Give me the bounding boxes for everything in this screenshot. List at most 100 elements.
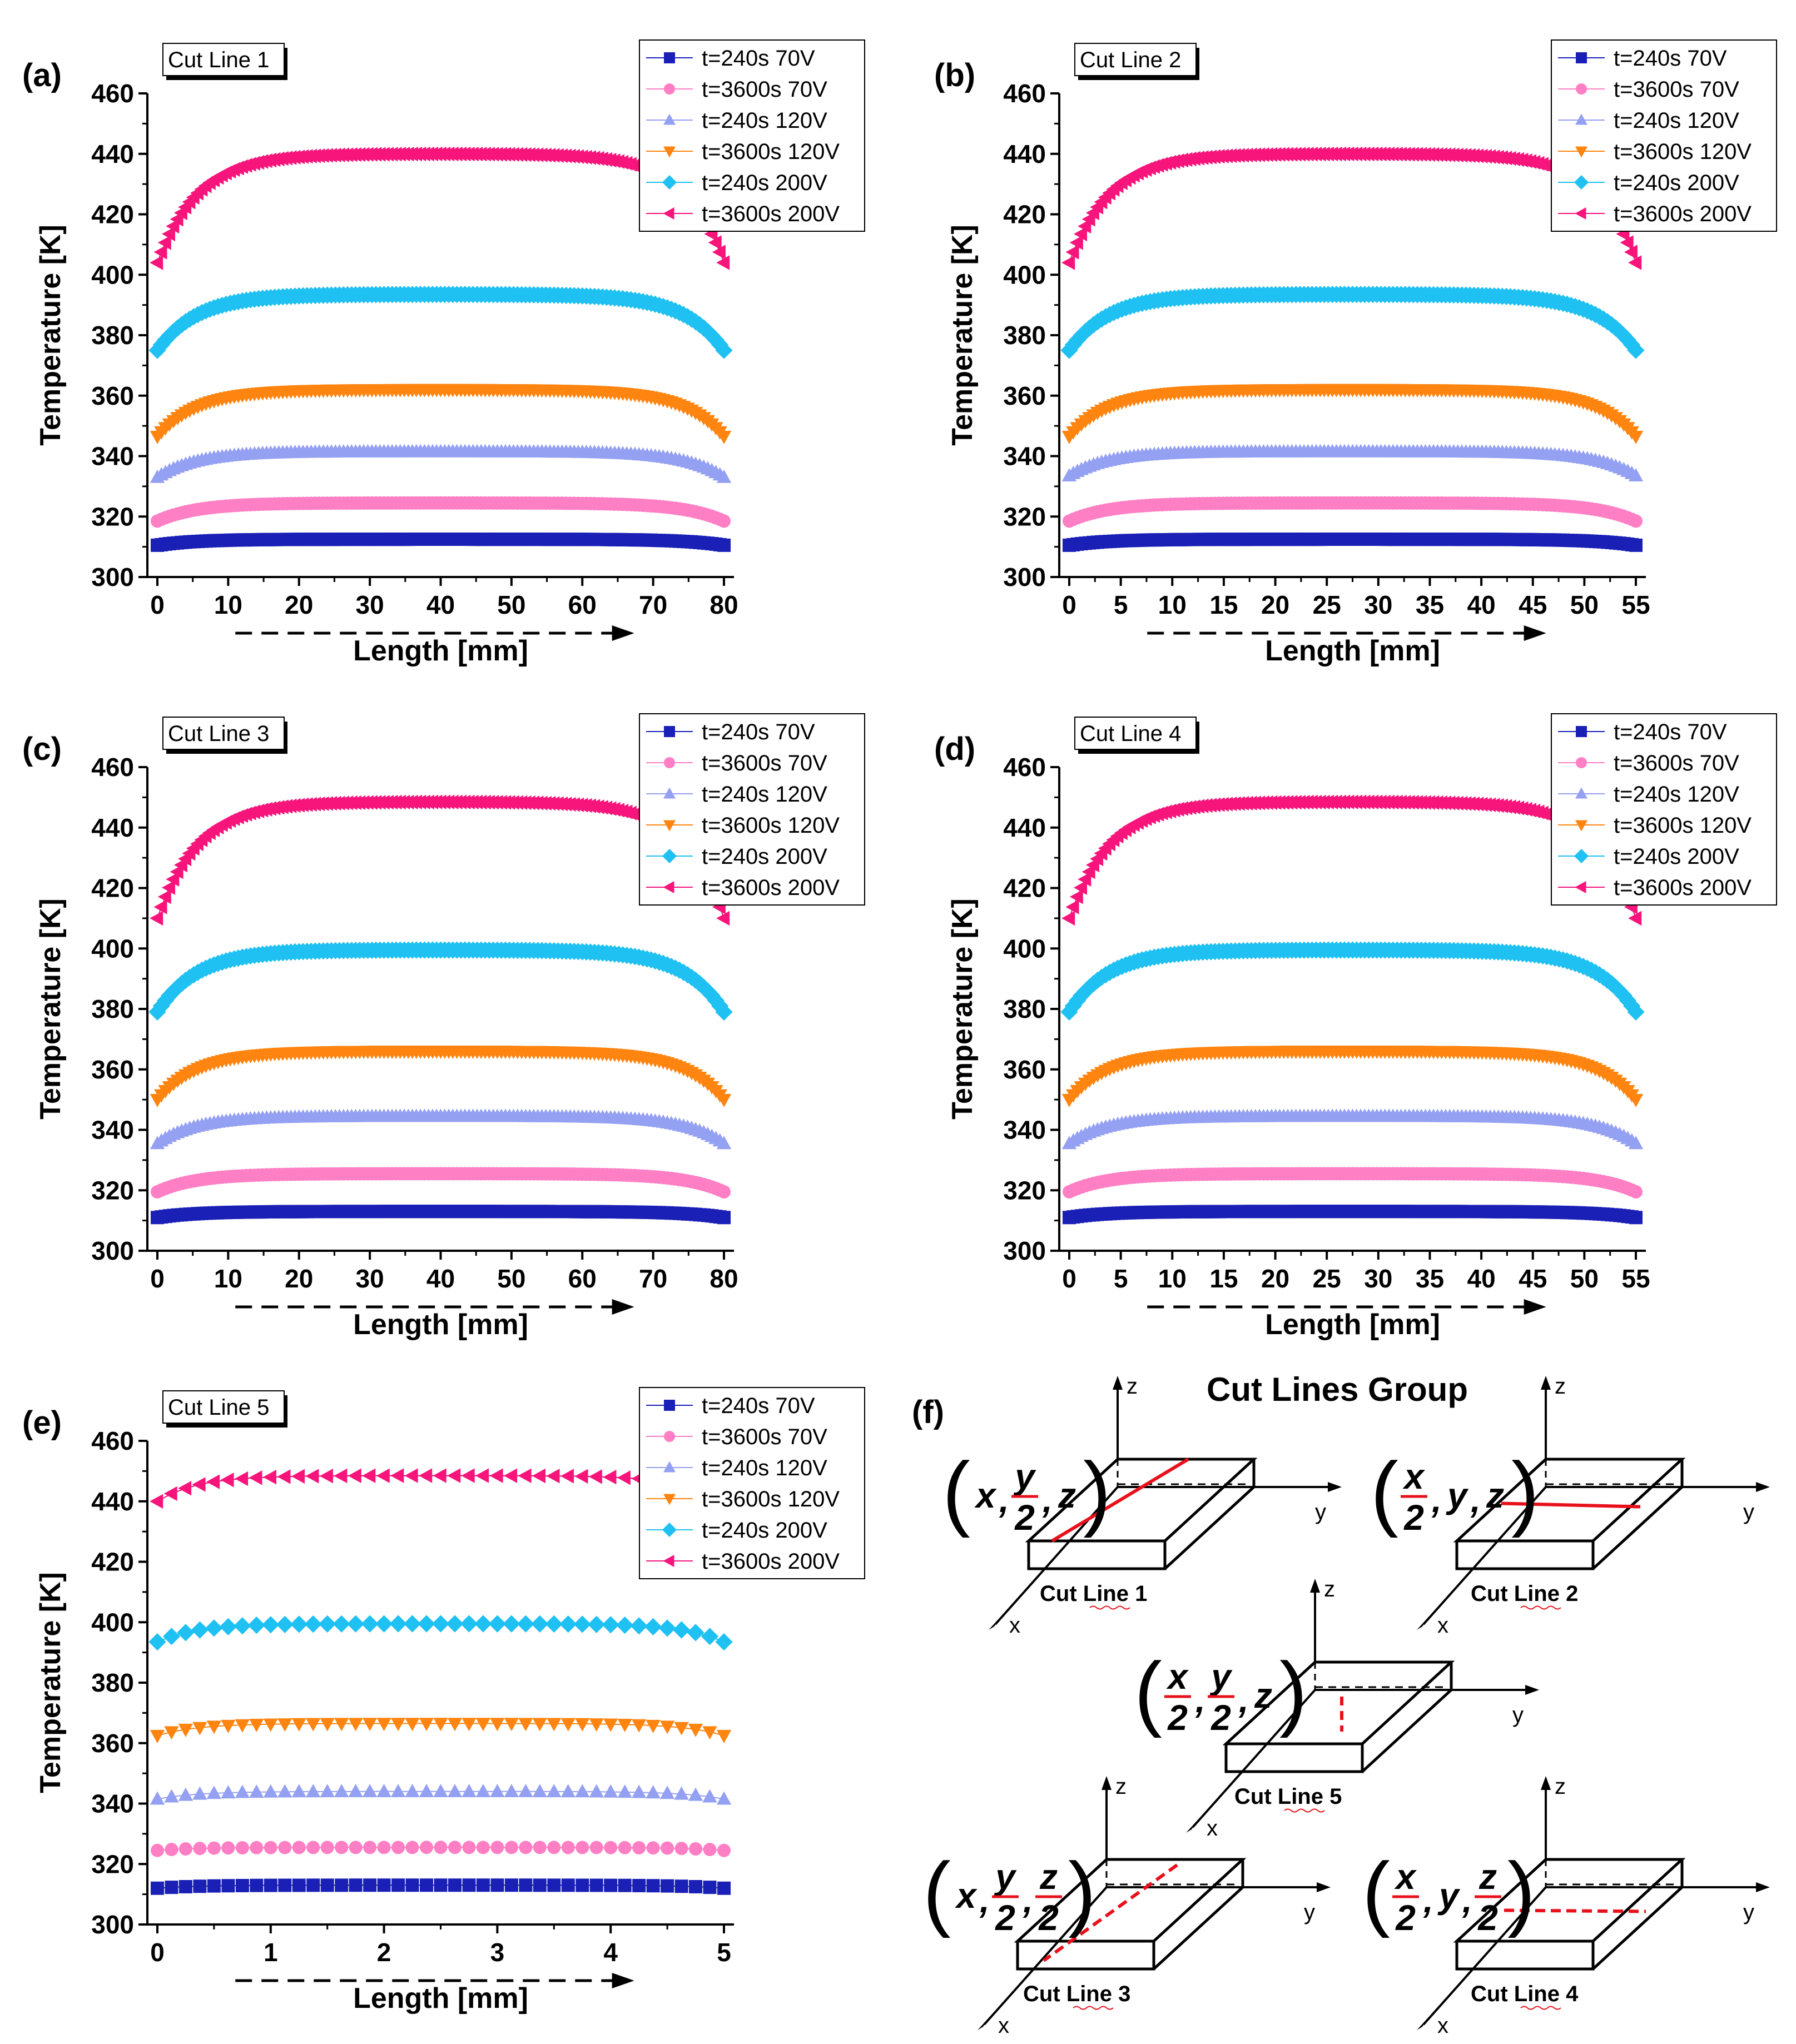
legend-marker bbox=[1574, 849, 1589, 863]
data-point bbox=[290, 1615, 308, 1633]
data-point bbox=[560, 1718, 575, 1732]
data-point bbox=[405, 1718, 420, 1732]
legend-box bbox=[1551, 713, 1777, 906]
y-arrow bbox=[1317, 1882, 1331, 1892]
data-point bbox=[503, 1615, 520, 1633]
cut-line-label: Cut Line 1 bbox=[168, 48, 269, 72]
y-arrow bbox=[1756, 1882, 1770, 1892]
y-axis-title: Temperature [K] bbox=[946, 898, 979, 1120]
data-point bbox=[206, 1474, 220, 1489]
legend-label: t=3600s 70V bbox=[702, 751, 827, 775]
data-point bbox=[150, 1791, 165, 1805]
series-t-240s-120V bbox=[150, 444, 732, 483]
z-axis-label: z bbox=[1555, 1374, 1566, 1399]
x-tick-label: 45 bbox=[1519, 1264, 1547, 1293]
legend-marker bbox=[1576, 757, 1587, 768]
data-point bbox=[716, 469, 732, 483]
y-tick-label: 400 bbox=[1003, 934, 1046, 963]
data-point bbox=[632, 1719, 647, 1733]
data-point bbox=[717, 1843, 731, 1857]
data-point bbox=[291, 1784, 306, 1798]
x-axis bbox=[994, 1486, 1119, 1625]
legend-marker bbox=[664, 52, 675, 63]
data-point bbox=[335, 1841, 349, 1854]
data-point bbox=[1074, 226, 1087, 242]
data-point bbox=[688, 1723, 703, 1737]
data-point bbox=[1078, 872, 1092, 887]
y-tick-label: 440 bbox=[1003, 813, 1046, 842]
legend-box bbox=[1551, 39, 1777, 232]
coord-comma: , bbox=[1423, 1880, 1433, 1920]
z-arrow bbox=[1102, 1776, 1112, 1790]
legend-label: t=240s 70V bbox=[702, 720, 815, 744]
legend-label: t=240s 70V bbox=[702, 1394, 815, 1418]
data-point bbox=[532, 1784, 547, 1798]
y-axis-label: y bbox=[1743, 1500, 1754, 1524]
series-t-3600s-70V bbox=[151, 496, 731, 528]
x-axis bbox=[983, 1886, 1108, 2026]
coord-paren-right: ) bbox=[1279, 1645, 1307, 1738]
x-tick-label: 40 bbox=[426, 590, 455, 619]
series-t-3600s-120V bbox=[150, 384, 732, 444]
x-tick-label: 55 bbox=[1621, 590, 1650, 619]
x-axis-label: x bbox=[1009, 1613, 1020, 1638]
x-axis bbox=[1192, 1689, 1316, 1828]
data-point bbox=[390, 1718, 406, 1732]
cut-line bbox=[1504, 1908, 1646, 1913]
data-point bbox=[376, 1468, 390, 1483]
data-point bbox=[447, 1468, 461, 1483]
data-point bbox=[334, 1784, 349, 1798]
data-point bbox=[545, 1615, 563, 1633]
x-tick-label: 60 bbox=[568, 590, 597, 619]
data-point bbox=[573, 1615, 591, 1633]
legend-marker bbox=[662, 175, 677, 190]
legend-marker bbox=[663, 146, 676, 158]
panel-label: (b) bbox=[934, 57, 975, 93]
x-tick-label: 25 bbox=[1313, 590, 1341, 619]
coord-component: x bbox=[955, 1876, 978, 1916]
data-point bbox=[306, 1878, 320, 1892]
x-tick-label: 70 bbox=[639, 590, 667, 619]
data-point bbox=[547, 1878, 561, 1892]
data-point bbox=[277, 1784, 292, 1798]
data-point bbox=[362, 1718, 378, 1732]
data-point bbox=[377, 1878, 391, 1892]
series-t-240s-70V bbox=[1063, 533, 1643, 552]
spell-underline bbox=[1284, 1808, 1325, 1813]
coord-component: z bbox=[1058, 1475, 1076, 1515]
series-t-240s-200V bbox=[148, 941, 733, 1021]
x-tick-label: 20 bbox=[1261, 590, 1289, 619]
data-point bbox=[157, 889, 171, 904]
coord-fraction-denominator: 2 bbox=[1395, 1898, 1416, 1938]
data-point bbox=[701, 1628, 719, 1645]
coord-comma: , bbox=[1431, 1480, 1442, 1520]
y-tick-label: 320 bbox=[91, 1176, 134, 1205]
y-tick-label: 300 bbox=[91, 1236, 134, 1265]
data-point bbox=[320, 1784, 335, 1798]
data-point bbox=[166, 872, 180, 887]
data-point bbox=[687, 1624, 704, 1642]
data-point bbox=[475, 1468, 489, 1483]
y-tick-label: 460 bbox=[91, 79, 134, 108]
data-point bbox=[362, 1468, 376, 1483]
data-point bbox=[153, 899, 167, 914]
data-point bbox=[712, 245, 726, 260]
data-point bbox=[263, 1718, 278, 1732]
data-point bbox=[531, 1615, 549, 1633]
legend-label: t=240s 200V bbox=[1614, 844, 1739, 869]
data-point bbox=[716, 1730, 732, 1743]
data-point bbox=[348, 1784, 363, 1797]
legend-label: t=240s 70V bbox=[1614, 46, 1727, 71]
cut-line-label: Cut Line 5 bbox=[168, 1395, 269, 1420]
data-point bbox=[659, 1720, 675, 1734]
data-point bbox=[178, 1481, 192, 1496]
y-tick-label: 380 bbox=[91, 321, 134, 350]
data-point bbox=[235, 1471, 249, 1486]
series-t-3600s-200V bbox=[150, 794, 730, 926]
data-point bbox=[504, 1718, 519, 1732]
legend-marker bbox=[1576, 726, 1587, 737]
coord-paren-right: ) bbox=[1068, 1845, 1096, 1938]
data-point bbox=[716, 1093, 732, 1107]
coord-fraction-denominator: 2 bbox=[1403, 1498, 1424, 1538]
x-tick-label: 40 bbox=[426, 1264, 455, 1293]
